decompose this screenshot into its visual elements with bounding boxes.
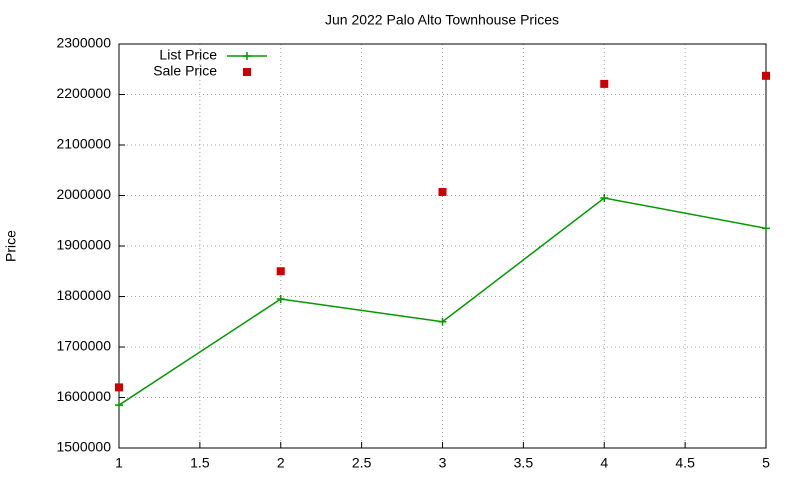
x-tick-label: 4.5	[675, 455, 695, 471]
y-tick-label: 2200000	[56, 85, 111, 101]
x-tick-label: 3	[439, 455, 447, 471]
chart-title: Jun 2022 Palo Alto Townhouse Prices	[325, 12, 559, 28]
legend-label: Sale Price	[153, 63, 217, 79]
x-tick-label: 1.5	[190, 455, 210, 471]
y-tick-label: 2000000	[56, 186, 111, 202]
y-tick-label: 1500000	[56, 439, 111, 455]
x-tick-label: 5	[762, 455, 770, 471]
x-tick-label: 1	[115, 455, 123, 471]
series-line	[118, 197, 767, 406]
y-axis-label: Price	[3, 230, 19, 262]
y-tick-label: 1700000	[56, 338, 111, 354]
x-tick-label: 2	[277, 455, 285, 471]
y-tick-label: 2300000	[56, 35, 111, 51]
point	[276, 267, 285, 276]
point	[600, 194, 609, 203]
legend-marker	[243, 68, 251, 76]
y-tick-label: 2100000	[56, 136, 111, 152]
point	[276, 295, 285, 304]
legend-marker	[243, 52, 251, 60]
point	[600, 79, 609, 88]
x-tick-label: 4	[600, 455, 608, 471]
point	[438, 187, 447, 196]
y-tick-label: 1800000	[56, 287, 111, 303]
point	[115, 383, 123, 392]
point	[115, 401, 123, 410]
y-tick-label: 1600000	[56, 388, 111, 404]
plot-frame	[118, 43, 767, 449]
legend-label: List Price	[159, 47, 217, 63]
x-tick-label: 2.5	[352, 455, 372, 471]
y-tick-label: 1900000	[56, 237, 111, 253]
point	[438, 317, 447, 326]
point	[762, 224, 770, 233]
point	[762, 71, 770, 80]
x-tick-label: 3.5	[514, 455, 534, 471]
